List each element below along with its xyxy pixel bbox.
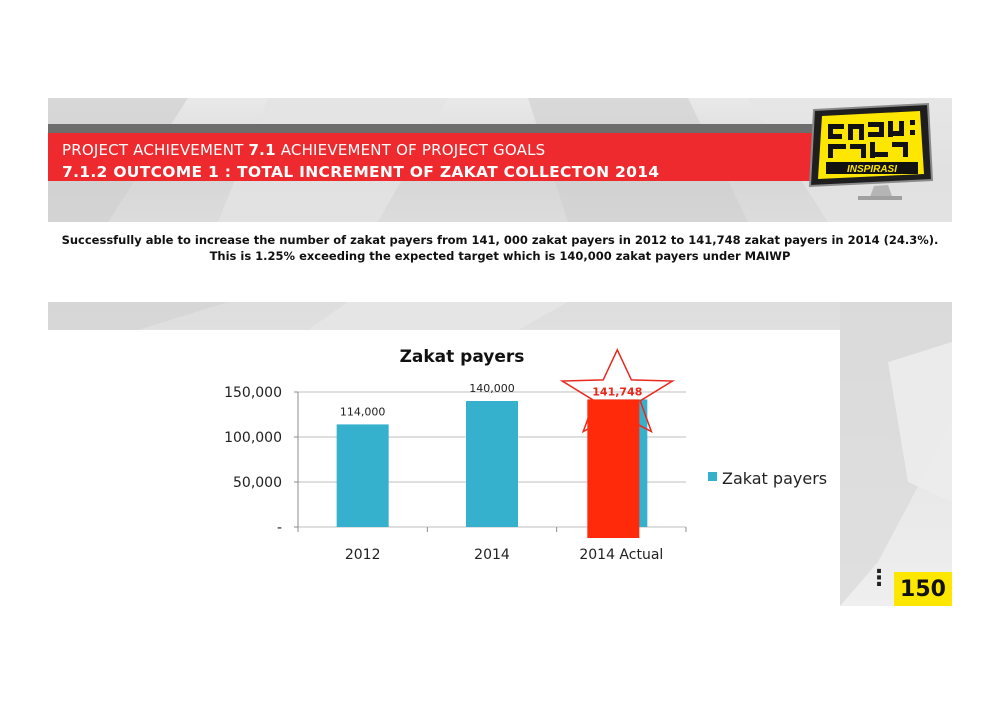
y-tick-label: 150,000 <box>224 385 282 401</box>
logo-word: INSPIRASI <box>847 164 897 175</box>
data-label: 140,000 <box>469 382 515 395</box>
header-title-bar <box>48 133 818 181</box>
chart-title: Zakat payers <box>400 347 525 367</box>
data-label: 114,000 <box>340 405 386 418</box>
page-number: 150 <box>894 572 952 606</box>
panel-facets <box>48 302 952 606</box>
legend-label: Zakat payers <box>722 469 827 488</box>
bar-2014 <box>466 401 518 527</box>
intro-line-2: This is 1.25% exceeding the expected tar… <box>209 249 791 263</box>
header-accent-strip <box>48 124 848 134</box>
x-tick-label: 2012 <box>345 547 381 563</box>
x-tick-label: 2014 Actual <box>579 547 663 563</box>
legend-swatch <box>708 472 717 481</box>
monitor-logo-icon: INSPIRASI <box>808 102 934 200</box>
intro-paragraph: Successfully able to increase the number… <box>50 232 950 264</box>
y-tick-label: 100,000 <box>224 430 282 446</box>
header-line-1: PROJECT ACHIEVEMENT 7.1 ACHIEVEMENT OF P… <box>62 141 546 159</box>
y-tick-label: 50,000 <box>233 475 282 491</box>
bar-2014-actual-highlight <box>587 399 640 538</box>
bar-2012 <box>336 424 389 527</box>
highlight-data-label: 141,748 <box>592 385 642 398</box>
header-line-2: 7.1.2 OUTCOME 1 : TOTAL INCREMENT OF ZAK… <box>62 163 660 181</box>
x-tick-label: 2014 <box>474 547 510 563</box>
y-tick-label: - <box>277 520 282 536</box>
intro-line-1: Successfully able to increase the number… <box>61 233 939 247</box>
chart-card <box>48 330 840 606</box>
dots-decoration: ⋮ <box>868 566 890 591</box>
